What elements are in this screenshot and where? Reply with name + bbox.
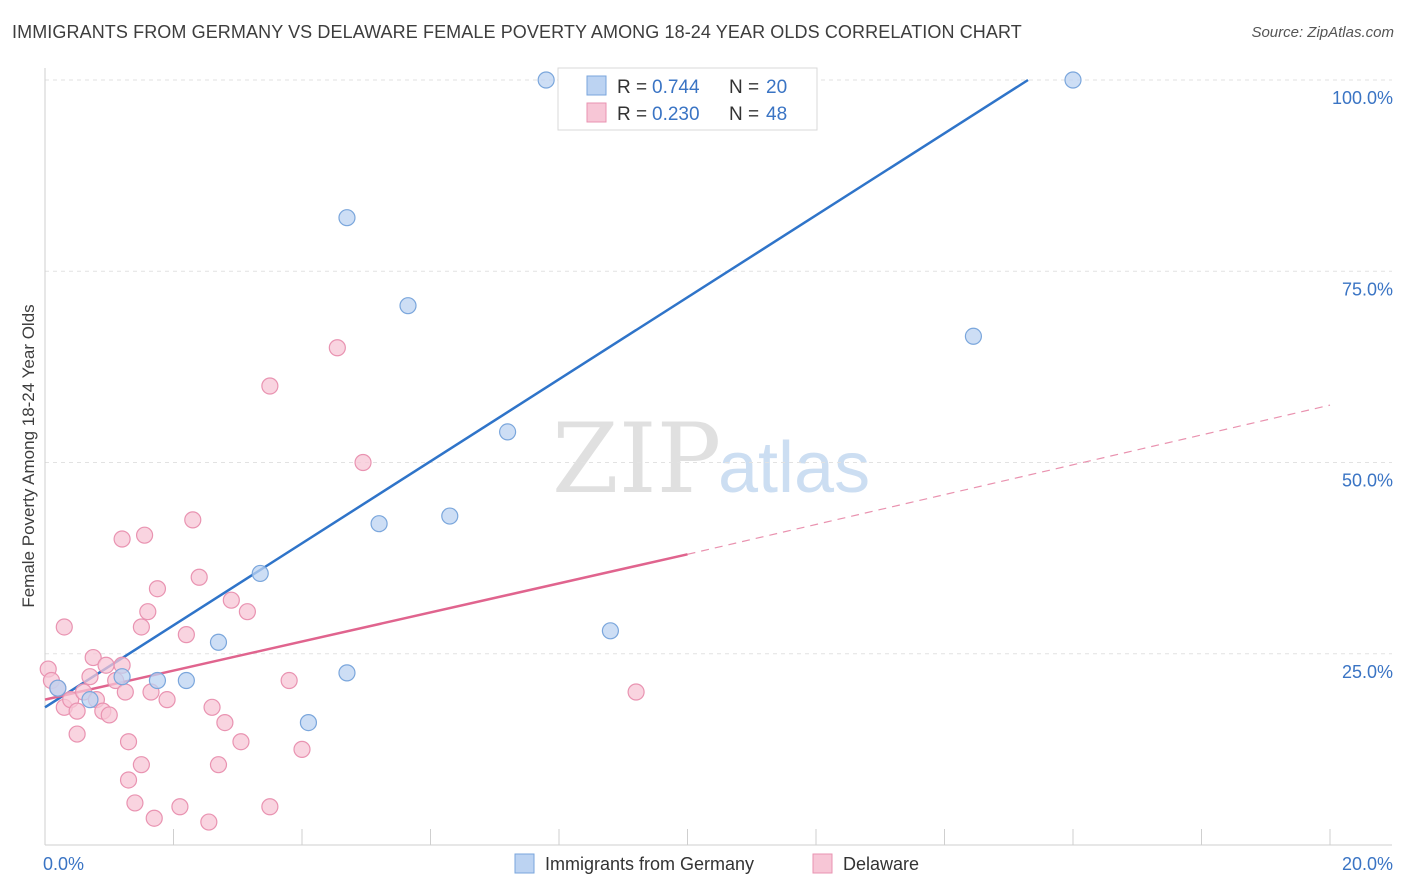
- y-tick-label-50: 50.0%: [1342, 471, 1393, 491]
- point-blue-18: [964, 327, 983, 345]
- gridlines: [45, 79, 1392, 655]
- series-legend: Immigrants from Germany Delaware: [514, 853, 919, 874]
- y-axis-title: Female Poverty Among 18-24 Year Olds: [19, 304, 38, 607]
- y-tick-label-75: 75.0%: [1342, 279, 1393, 299]
- point-pink-13: [97, 656, 115, 674]
- point-pink-23: [132, 618, 150, 636]
- point-pink-27: [145, 809, 163, 827]
- correlation-legend: R = 0.744 N = 20 R = 0.230 N = 48: [557, 67, 818, 131]
- point-pink-7: [68, 725, 86, 743]
- legend-r-label-blue: R =: [617, 77, 647, 98]
- point-pink-17: [113, 530, 131, 548]
- point-pink-10: [84, 648, 102, 667]
- point-pink-31: [177, 626, 195, 644]
- point-pink-25: [139, 603, 157, 621]
- legend-r-value-pink: 0.230: [652, 104, 700, 125]
- point-blue-8: [338, 664, 356, 682]
- watermark-atlas: atlas: [718, 428, 870, 508]
- point-pink-36: [209, 756, 228, 774]
- legend-r-label-pink: R =: [617, 104, 647, 125]
- watermark-zip: ZIP: [552, 403, 721, 515]
- bottom-legend-swatch-germany: [514, 853, 535, 874]
- point-blue-6: [251, 564, 269, 583]
- point-pink-42: [261, 798, 279, 816]
- point-blue-0: [49, 679, 67, 697]
- point-pink-37: [216, 713, 234, 732]
- legend-n-value-blue: 20: [766, 77, 787, 98]
- point-pink-14: [100, 706, 118, 724]
- source-label: Source: ZipAtlas.com: [1251, 24, 1394, 41]
- point-blue-3: [148, 671, 167, 690]
- point-blue-12: [441, 507, 459, 525]
- point-pink-9: [81, 668, 99, 686]
- point-pink-45: [328, 339, 346, 357]
- point-pink-21: [126, 794, 144, 812]
- legend-n-value-pink: 48: [766, 104, 787, 125]
- point-pink-33: [190, 568, 208, 586]
- bottom-legend-label-delaware: Delaware: [843, 854, 919, 874]
- point-pink-35: [203, 698, 221, 716]
- point-blue-14: [537, 71, 555, 89]
- point-blue-1: [81, 691, 99, 709]
- point-pink-6: [68, 702, 86, 720]
- legend-swatch-blue: [586, 75, 607, 96]
- point-pink-22: [132, 756, 150, 774]
- point-pink-29: [158, 691, 176, 709]
- point-pink-32: [184, 511, 202, 529]
- trendline-blue: [44, 78, 1029, 709]
- y-tick-label-100: 100.0%: [1332, 88, 1393, 108]
- point-pink-34: [200, 813, 218, 831]
- legend-n-label-blue: N =: [729, 77, 759, 98]
- point-blue-2: [113, 668, 131, 686]
- point-pink-18: [116, 683, 134, 701]
- point-pink-20: [119, 771, 138, 789]
- point-pink-43: [280, 671, 298, 690]
- point-blue-4: [177, 671, 195, 690]
- point-pink-47: [627, 683, 645, 701]
- point-pink-44: [293, 740, 311, 758]
- bottom-legend-label-germany: Immigrants from Germany: [545, 854, 754, 874]
- bottom-legend-swatch-delaware: [812, 853, 833, 874]
- y-tick-label-25: 25.0%: [1342, 662, 1393, 682]
- point-pink-46: [354, 453, 372, 472]
- point-pink-19: [119, 733, 138, 751]
- x-tick-label-0: 0.0%: [43, 854, 84, 874]
- point-pink-39: [232, 733, 250, 751]
- point-blue-16: [601, 622, 620, 640]
- point-blue-11: [399, 297, 417, 315]
- point-pink-30: [171, 798, 189, 816]
- point-blue-5: [209, 633, 228, 651]
- point-blue-7: [299, 713, 318, 732]
- axes: 25.0% 50.0% 75.0% 100.0% 0.0% 20.0%: [43, 68, 1393, 874]
- point-pink-4: [55, 618, 73, 636]
- point-pink-41: [261, 377, 279, 395]
- trendlines: [44, 78, 1331, 709]
- legend-swatch-pink: [586, 102, 607, 123]
- point-blue-9: [338, 209, 356, 227]
- point-pink-28: [148, 580, 167, 598]
- point-pink-24: [135, 526, 154, 544]
- point-blue-19: [1064, 71, 1082, 89]
- chart-title: IMMIGRANTS FROM GERMANY VS DELAWARE FEMA…: [12, 22, 1022, 42]
- x-tick-label-20: 20.0%: [1342, 854, 1393, 874]
- point-blue-13: [499, 423, 517, 441]
- legend-r-value-blue: 0.744: [652, 77, 700, 98]
- data-points: [39, 71, 1082, 831]
- point-blue-10: [370, 515, 388, 533]
- point-pink-40: [238, 603, 256, 621]
- trendline-extension-pink: [687, 404, 1331, 555]
- legend-n-label-pink: N =: [729, 104, 759, 125]
- point-pink-38: [222, 591, 240, 609]
